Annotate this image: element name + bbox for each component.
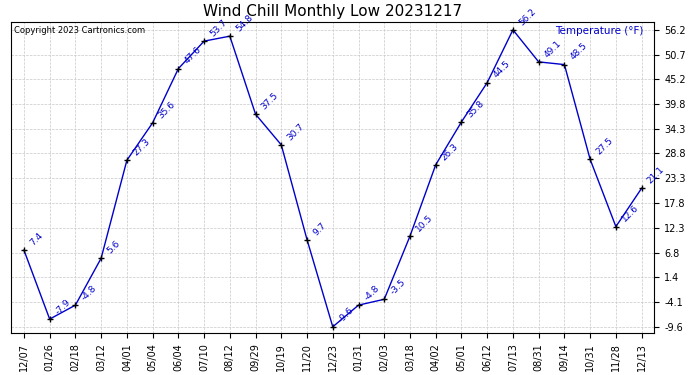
Text: 48.5: 48.5 [569,41,589,62]
Text: 9.7: 9.7 [311,220,328,237]
Text: 27.3: 27.3 [131,137,152,158]
Text: 26.3: 26.3 [440,141,460,162]
Text: 37.5: 37.5 [259,91,280,111]
Text: -3.5: -3.5 [388,278,407,297]
Text: -4.8: -4.8 [79,284,98,302]
Text: 21.1: 21.1 [646,165,667,186]
Text: 56.2: 56.2 [517,6,538,27]
Text: 47.6: 47.6 [183,45,203,66]
Text: -4.8: -4.8 [363,284,382,302]
Text: 53.7: 53.7 [208,18,229,38]
Text: 12.6: 12.6 [620,203,640,224]
Text: 30.7: 30.7 [286,122,306,142]
Text: 35.8: 35.8 [466,99,486,119]
Text: 54.8: 54.8 [234,13,255,33]
Text: 44.5: 44.5 [491,60,512,80]
Text: 5.6: 5.6 [106,239,122,255]
Text: Copyright 2023 Cartronics.com: Copyright 2023 Cartronics.com [14,26,146,35]
Text: -9.6: -9.6 [337,305,356,324]
Text: 7.4: 7.4 [28,231,45,247]
Text: -7.9: -7.9 [54,297,72,316]
Text: Temperature (°F): Temperature (°F) [555,26,643,36]
Title: Wind Chill Monthly Low 20231217: Wind Chill Monthly Low 20231217 [204,4,462,19]
Text: 27.5: 27.5 [594,136,615,157]
Text: 10.5: 10.5 [414,213,435,233]
Text: 49.1: 49.1 [543,39,563,59]
Text: 35.6: 35.6 [157,99,177,120]
